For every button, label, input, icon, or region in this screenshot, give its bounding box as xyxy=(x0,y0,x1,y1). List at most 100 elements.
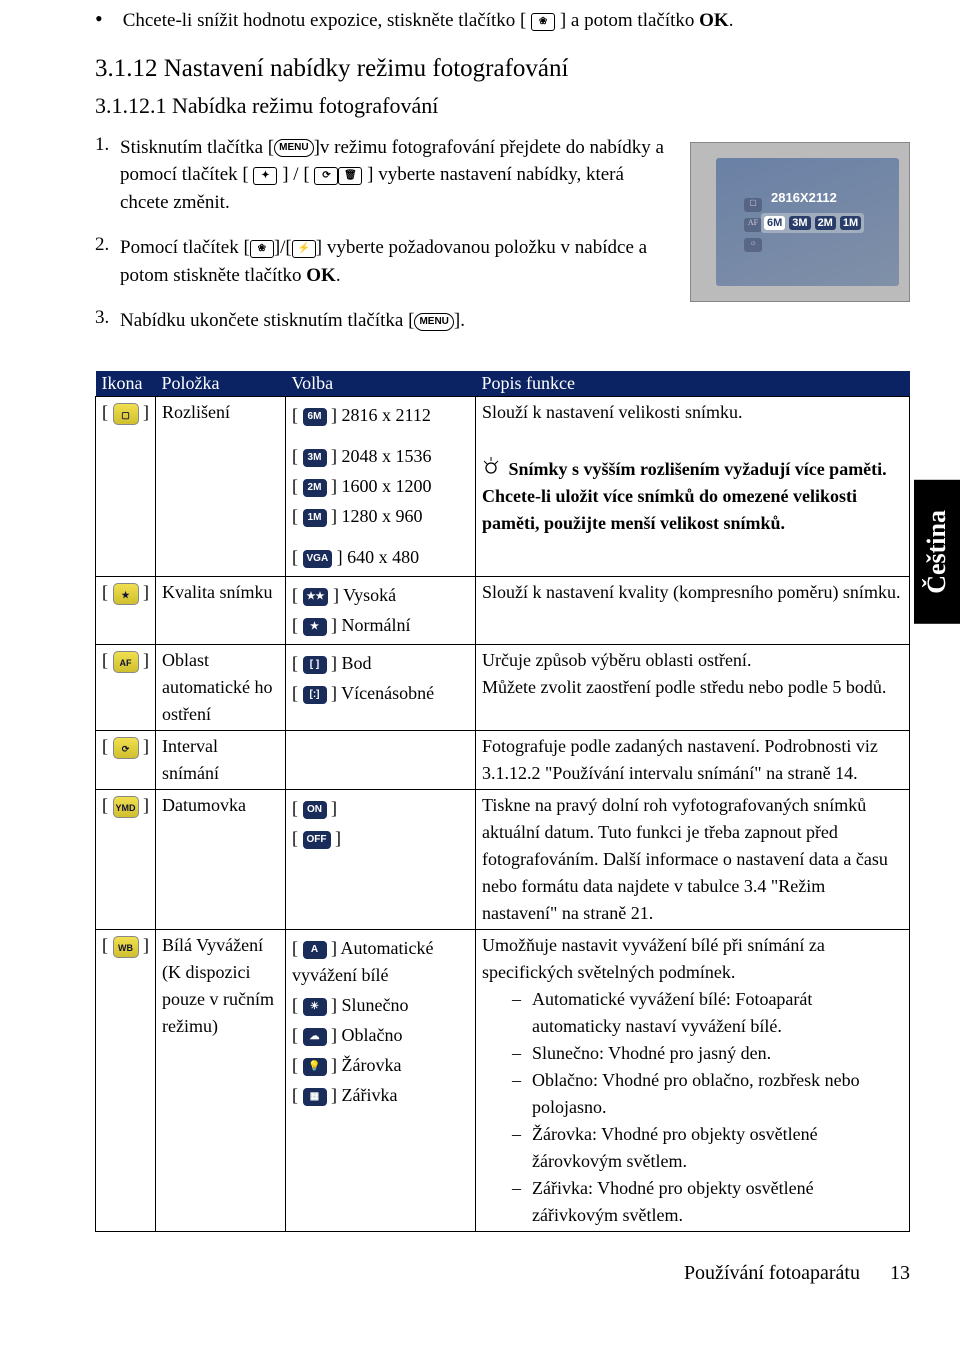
top-section: 1. Stisknutím tlačítka [MENU]v režimu fo… xyxy=(95,134,910,353)
th-polozka: Položka xyxy=(156,371,286,397)
r2-polozka: Kvalita snímku xyxy=(156,576,286,644)
r1-polozka: Rozlišení xyxy=(156,396,286,576)
wb-sublist: –Automatické vyvážení bílé: Fotoaparát a… xyxy=(482,986,903,1229)
r3-popis: Určuje způsob výběru oblasti ostření. Mů… xyxy=(476,644,910,730)
r6-popis: Umožňuje nastavit vyvážení bílé při sním… xyxy=(476,929,910,1231)
preview-badges: 6M 3M 2M 1M xyxy=(761,213,864,233)
side-icon: AF xyxy=(744,218,762,232)
r4-volba xyxy=(286,730,476,789)
bullet-marker: • xyxy=(95,8,103,35)
side-icon: ▢ xyxy=(744,198,762,212)
exp-icon: ✦ xyxy=(253,167,277,185)
intro-text: Chcete-li snížit hodnotu expozice, stisk… xyxy=(123,8,734,35)
interval-icon: ⟳ xyxy=(113,737,139,759)
s3b: ]. xyxy=(454,310,465,331)
options-table: Ikona Položka Volba Popis funkce [ ▢ ] R… xyxy=(95,371,910,1232)
camera-preview: ▢ AF ☼ 2816X2112 6M 3M 2M 1M xyxy=(690,142,910,302)
th-ikona: Ikona xyxy=(96,371,156,397)
badge-2m: 2M xyxy=(303,479,327,497)
badge-multi: [:] xyxy=(303,686,327,704)
table-row: [ WB ] Bílá Vyvážení (K dispozici pouze … xyxy=(96,929,910,1231)
page-footer: Používání fotoaparátu 13 xyxy=(95,1262,910,1285)
s2a: Pomocí tlačítek [ xyxy=(120,237,250,258)
page-number: 13 xyxy=(890,1262,910,1284)
step-num: 1. xyxy=(95,134,120,217)
step-1: 1. Stisknutím tlačítka [MENU]v režimu fo… xyxy=(95,134,675,217)
r4-polozka: Interval snímání xyxy=(156,730,286,789)
table-row: [ ▢ ] Rozlišení [ 6M ] 2816 x 2112 [ 3M … xyxy=(96,396,910,576)
th-popis: Popis funkce xyxy=(476,371,910,397)
intro-a: Chcete-li snížit hodnotu expozice, stisk… xyxy=(123,10,527,31)
r4-popis: Fotografuje podle zadaných nastavení. Po… xyxy=(476,730,910,789)
th-volba: Volba xyxy=(286,371,476,397)
macro-icon: ❀ xyxy=(531,13,555,31)
badge-fluorescent: ▦ xyxy=(303,1088,327,1106)
s3a: Nabídku ukončete stisknutím tlačítka [ xyxy=(120,310,414,331)
date-icon: YMD xyxy=(113,796,139,818)
side-icon: ☼ xyxy=(744,238,762,252)
badge-1m: 1M xyxy=(303,509,327,527)
badge-spot: [ ] xyxy=(303,656,327,674)
menu-icon: MENU xyxy=(274,139,313,157)
step-num: 2. xyxy=(95,234,120,289)
badge-tungsten: 💡 xyxy=(303,1058,327,1076)
badge-vga: VGA xyxy=(303,550,333,568)
badge-6m: 6M xyxy=(764,216,785,230)
heading-3: 3.1.12.1 Nabídka režimu fotografování xyxy=(95,93,910,119)
r1-volba: [ 6M ] 2816 x 2112 [ 3M ] 2048 x 1536 [ … xyxy=(286,396,476,576)
r2-volba: [ ★★ ] Vysoká [ ★ ] Normální xyxy=(286,576,476,644)
badge-high: ★★ xyxy=(303,588,329,606)
quality-icon: ★ xyxy=(113,583,139,605)
intro-b: ] a potom tlačítko xyxy=(560,10,695,31)
r2-popis: Slouží k nastavení kvality (kompresního … xyxy=(476,576,910,644)
ok-label: OK xyxy=(306,265,336,286)
badge-auto-wb: A xyxy=(303,941,327,959)
r5-polozka: Datumovka xyxy=(156,789,286,929)
badge-sunny: ☀ xyxy=(303,998,327,1016)
r1-popis: Slouží k nastavení velikosti snímku. Sní… xyxy=(476,396,910,576)
step-num: 3. xyxy=(95,307,120,335)
menu-icon: MENU xyxy=(414,313,453,331)
badge-cloudy: ☁ xyxy=(303,1028,327,1046)
s2b: ]/[ xyxy=(274,237,292,258)
badge-3m: 3M xyxy=(789,216,810,230)
badge-off: OFF xyxy=(303,831,331,849)
r6-volba: [ A ] Automatické vyvážení bílé [ ☀ ] Sl… xyxy=(286,929,476,1231)
s1a: Stisknutím tlačítka [ xyxy=(120,137,274,158)
badge-on: ON xyxy=(303,801,327,819)
trash-icon: 🗑 xyxy=(338,167,362,185)
footer-text: Používání fotoaparátu xyxy=(684,1262,860,1284)
table-row: [ ⟳ ] Interval snímání Fotografuje podle… xyxy=(96,730,910,789)
flash-icon: ⚡ xyxy=(292,240,316,258)
bulb-icon xyxy=(482,457,500,477)
badge-normal: ★ xyxy=(303,618,327,636)
preview-side-icons: ▢ AF ☼ xyxy=(744,198,762,252)
badge-1m: 1M xyxy=(840,216,861,230)
macro-icon: ❀ xyxy=(250,240,274,258)
table-row: [ ★ ] Kvalita snímku [ ★★ ] Vysoká [ ★ ]… xyxy=(96,576,910,644)
intro-bullet: • Chcete-li snížit hodnotu expozice, sti… xyxy=(95,8,910,35)
af-icon: AF xyxy=(113,651,139,673)
badge-3m: 3M xyxy=(303,449,327,467)
r5-popis: Tiskne na pravý dolní roh vyfotografovan… xyxy=(476,789,910,929)
language-tab: Čeština xyxy=(914,480,960,624)
step-3: 3. Nabídku ukončete stisknutím tlačítka … xyxy=(95,307,675,335)
timer-icon: ⟳ xyxy=(314,167,338,185)
s2p: . xyxy=(336,265,341,286)
resolution-icon: ▢ xyxy=(113,403,139,425)
table-row: [ AF ] Oblast automatické ho ostření [ [… xyxy=(96,644,910,730)
r5-volba: [ ON ] [ OFF ] xyxy=(286,789,476,929)
ok-label: OK xyxy=(699,10,729,31)
table-row: [ YMD ] Datumovka [ ON ] [ OFF ] Tiskne … xyxy=(96,789,910,929)
preview-resolution: 2816X2112 xyxy=(771,190,837,205)
wb-icon: WB xyxy=(113,936,139,958)
r3-polozka: Oblast automatické ho ostření xyxy=(156,644,286,730)
heading-2: 3.1.12 Nastavení nabídky režimu fotograf… xyxy=(95,55,910,83)
badge-6m: 6M xyxy=(303,408,327,426)
step-2: 2. Pomocí tlačítek [❀]/[⚡] vyberte požad… xyxy=(95,234,675,289)
steps: 1. Stisknutím tlačítka [MENU]v režimu fo… xyxy=(95,134,675,353)
preview-screen: ▢ AF ☼ 2816X2112 6M 3M 2M 1M xyxy=(716,158,899,286)
r3-volba: [ [ ] ] Bod [ [:] ] Vícenásobné xyxy=(286,644,476,730)
intro-period: . xyxy=(729,10,734,31)
r6-polozka: Bílá Vyvážení (K dispozici pouze v ruční… xyxy=(156,929,286,1231)
